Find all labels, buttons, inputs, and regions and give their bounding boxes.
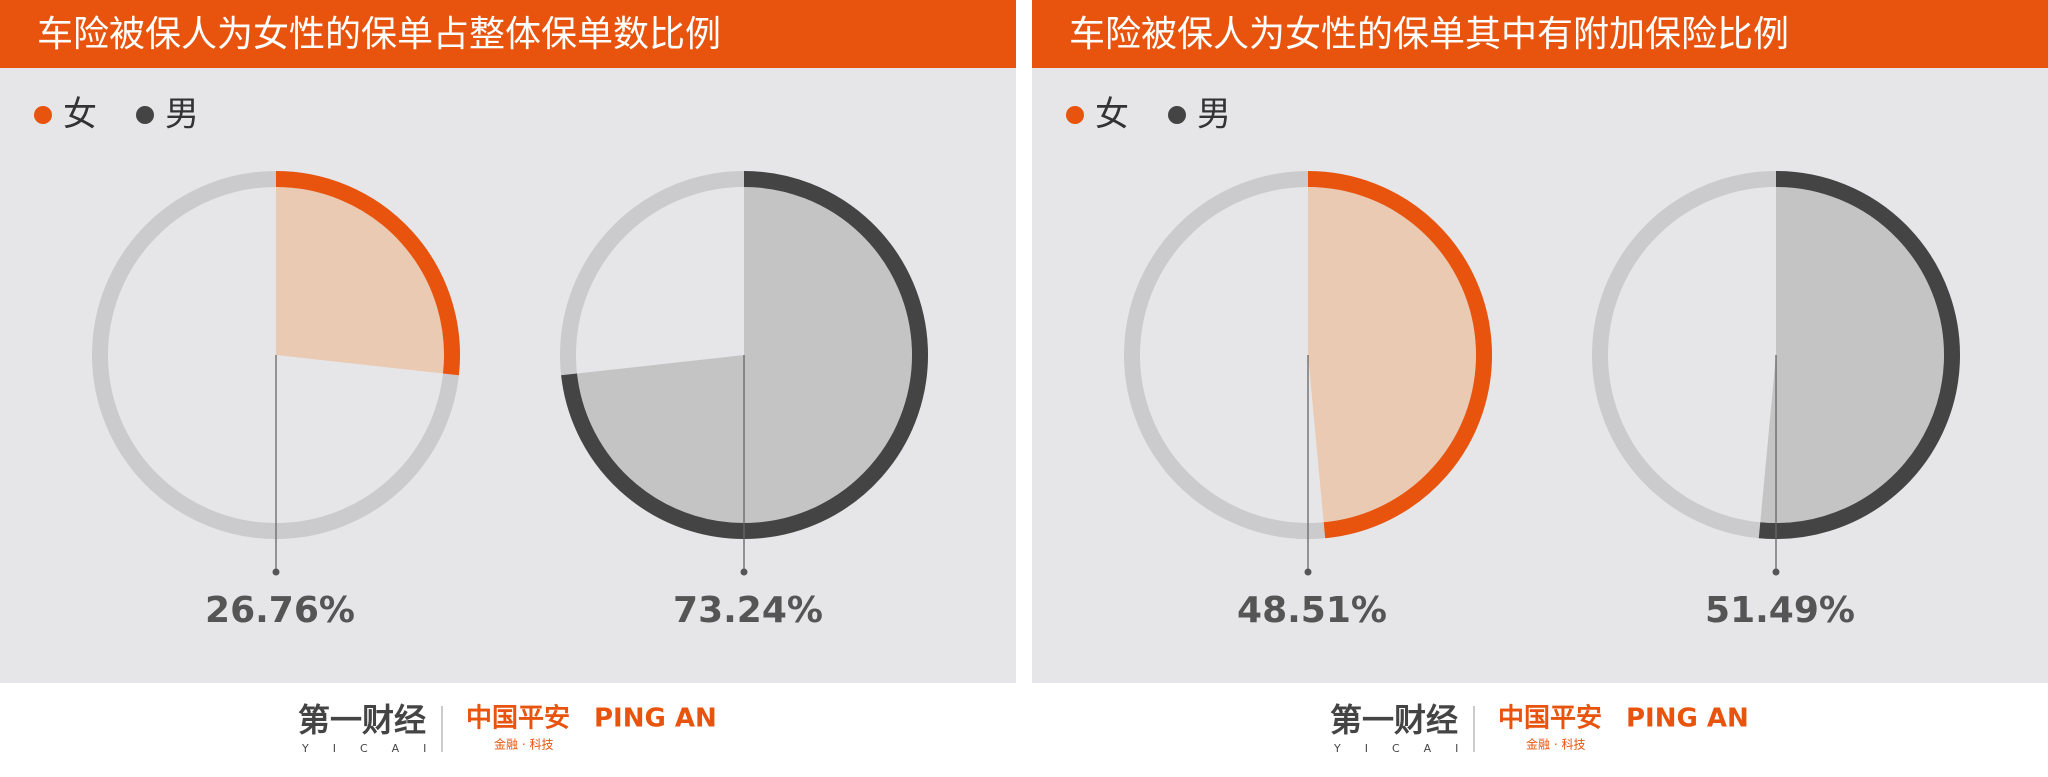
- yicai-logo: 第一财经: [298, 701, 426, 739]
- pingan-en: PING AN: [1626, 704, 1749, 734]
- ring-arc: [275, 171, 460, 376]
- legend-marker: [34, 106, 52, 124]
- yicai-en: YICAI: [301, 742, 450, 755]
- footer-logos: 第一财经 YICAI 中国平安 PING AN 金融 · 科技: [1330, 701, 1749, 755]
- pie-sector: [276, 187, 444, 374]
- chart-title: 车险被保人为女性的保单占整体保单数比例: [37, 14, 721, 55]
- chart-title: 车险被保人为女性的保单其中有附加保险比例: [1069, 14, 1789, 55]
- leader-dot: [1772, 568, 1780, 576]
- ring-arc: [1307, 171, 1492, 539]
- pingan-en: PING AN: [594, 704, 717, 734]
- legend-marker: [1066, 106, 1084, 124]
- legend-label: 女: [63, 95, 97, 135]
- pie-sector: [1308, 187, 1476, 523]
- legend-marker: [136, 106, 154, 124]
- legend-label: 男: [1197, 95, 1231, 135]
- legend-marker: [1168, 106, 1186, 124]
- title-bar: [1032, 0, 2048, 68]
- pingan-logo: 中国平安: [1498, 704, 1602, 734]
- pingan-logo: 中国平安: [466, 704, 570, 734]
- ring-arc: [1758, 171, 1960, 539]
- footer-logos: 第一财经 YICAI 中国平安 PING AN 金融 · 科技: [298, 701, 717, 755]
- pingan-tagline: 金融 · 科技: [1526, 737, 1585, 752]
- value-label: 73.24%: [673, 590, 823, 631]
- value-label: 51.49%: [1705, 590, 1855, 631]
- leader-dot: [740, 568, 748, 576]
- legend-label: 女: [1095, 95, 1129, 135]
- pingan-tagline: 金融 · 科技: [494, 737, 553, 752]
- value-label: 48.51%: [1237, 590, 1387, 631]
- pie-sector: [1760, 187, 1945, 523]
- yicai-en: YICAI: [1333, 742, 1482, 755]
- yicai-logo: 第一财经: [1330, 701, 1458, 739]
- leader-dot: [1304, 568, 1312, 576]
- value-label: 26.76%: [205, 590, 355, 631]
- ring-arc: [561, 171, 928, 539]
- title-bar: [0, 0, 1016, 68]
- legend-label: 男: [165, 95, 199, 135]
- leader-dot: [272, 568, 280, 576]
